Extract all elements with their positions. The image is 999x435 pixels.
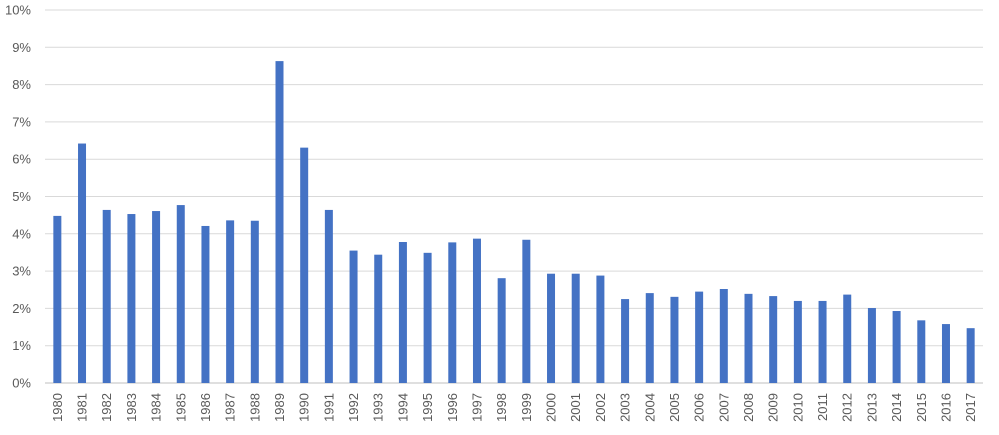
bar <box>966 328 975 383</box>
x-tick-label: 2010 <box>790 393 805 422</box>
x-tick-label: 1999 <box>519 393 534 422</box>
bar <box>324 209 333 383</box>
bar <box>522 239 531 383</box>
bar <box>226 220 235 383</box>
y-tick-label: 6% <box>12 152 31 167</box>
bar <box>621 299 630 383</box>
x-tick-label: 1986 <box>198 393 213 422</box>
y-tick-label: 9% <box>12 40 31 55</box>
x-tick-label: 1998 <box>494 393 509 422</box>
bar <box>472 238 481 383</box>
x-tick-label: 2005 <box>667 393 682 422</box>
bar <box>547 273 556 383</box>
y-tick-label: 1% <box>12 338 31 353</box>
y-tick-label: 7% <box>12 114 31 129</box>
y-tick-label: 0% <box>12 376 31 391</box>
bar <box>201 225 210 383</box>
x-tick-label: 2014 <box>889 393 904 422</box>
x-tick-label: 1989 <box>272 393 287 422</box>
x-tick-label: 1993 <box>371 393 386 422</box>
x-tick-label: 1984 <box>149 393 164 422</box>
x-tick-label: 1995 <box>420 393 435 422</box>
bar <box>300 147 309 383</box>
x-tick-label: 2001 <box>568 393 583 422</box>
bar <box>867 308 876 383</box>
x-tick-label: 2006 <box>692 393 707 422</box>
x-tick-label: 1996 <box>445 393 460 422</box>
bar <box>53 215 62 383</box>
bar <box>645 293 654 383</box>
bar <box>497 278 506 383</box>
gridlines <box>45 9 983 384</box>
y-tick-label: 4% <box>12 226 31 241</box>
x-tick-label: 1992 <box>346 393 361 422</box>
bar <box>349 250 358 383</box>
x-tick-label: 1997 <box>469 393 484 422</box>
bar <box>769 296 778 383</box>
y-tick-label: 10% <box>5 3 31 18</box>
bar <box>818 300 827 383</box>
bar <box>374 254 383 383</box>
bar <box>843 294 852 383</box>
x-tick-label: 2000 <box>544 393 559 422</box>
bar <box>571 273 580 383</box>
x-tick-label: 2003 <box>618 393 633 422</box>
bar <box>423 252 432 383</box>
x-tick-label: 2013 <box>864 393 879 422</box>
x-tick-label: 1985 <box>173 393 188 422</box>
bar <box>127 214 136 383</box>
x-tick-label: 1988 <box>247 393 262 422</box>
bars <box>53 61 975 383</box>
bar <box>892 311 901 383</box>
x-tick-label: 1980 <box>50 393 65 422</box>
bar <box>695 291 704 383</box>
x-tick-label: 1991 <box>321 393 336 422</box>
bar <box>670 296 679 383</box>
bar <box>102 209 111 383</box>
y-tick-label: 5% <box>12 189 31 204</box>
y-tick-label: 8% <box>12 77 31 92</box>
y-tick-label: 2% <box>12 301 31 316</box>
bar <box>719 289 728 383</box>
x-tick-label: 2008 <box>741 393 756 422</box>
x-tick-label: 2015 <box>914 393 929 422</box>
x-tick-label: 1983 <box>124 393 139 422</box>
bar <box>250 220 259 383</box>
x-tick-label: 1994 <box>395 393 410 422</box>
x-tick-label: 2011 <box>815 393 830 421</box>
bar <box>152 211 161 383</box>
x-axis-tick-labels: 1980 1981 1982 1983 1984 1985 1986 1987 1988 1989… <box>50 393 978 422</box>
bar <box>744 293 753 383</box>
bar <box>398 242 407 383</box>
bar <box>596 275 605 383</box>
x-tick-label: 2009 <box>766 393 781 422</box>
bar <box>448 242 457 383</box>
bar <box>917 320 926 383</box>
x-tick-label: 2017 <box>963 393 978 422</box>
x-tick-label: 1982 <box>99 393 114 422</box>
bar <box>941 324 950 383</box>
x-tick-label: 2007 <box>716 393 731 422</box>
x-tick-label: 1987 <box>223 393 238 422</box>
bar <box>78 143 87 383</box>
x-tick-label: 1990 <box>297 393 312 422</box>
x-tick-label: 1981 <box>75 393 90 422</box>
y-axis-tick-labels: 0% 1% 2% 3% 4% 5% 6% 7% 8% 9% 10% <box>5 3 31 391</box>
bar <box>275 61 284 383</box>
bar <box>793 300 802 383</box>
bar <box>176 205 185 383</box>
x-tick-label: 2002 <box>593 393 608 422</box>
x-tick-label: 2016 <box>938 393 953 422</box>
x-tick-label: 2012 <box>840 393 855 422</box>
y-tick-label: 3% <box>12 264 31 279</box>
x-tick-label: 2004 <box>642 393 657 422</box>
